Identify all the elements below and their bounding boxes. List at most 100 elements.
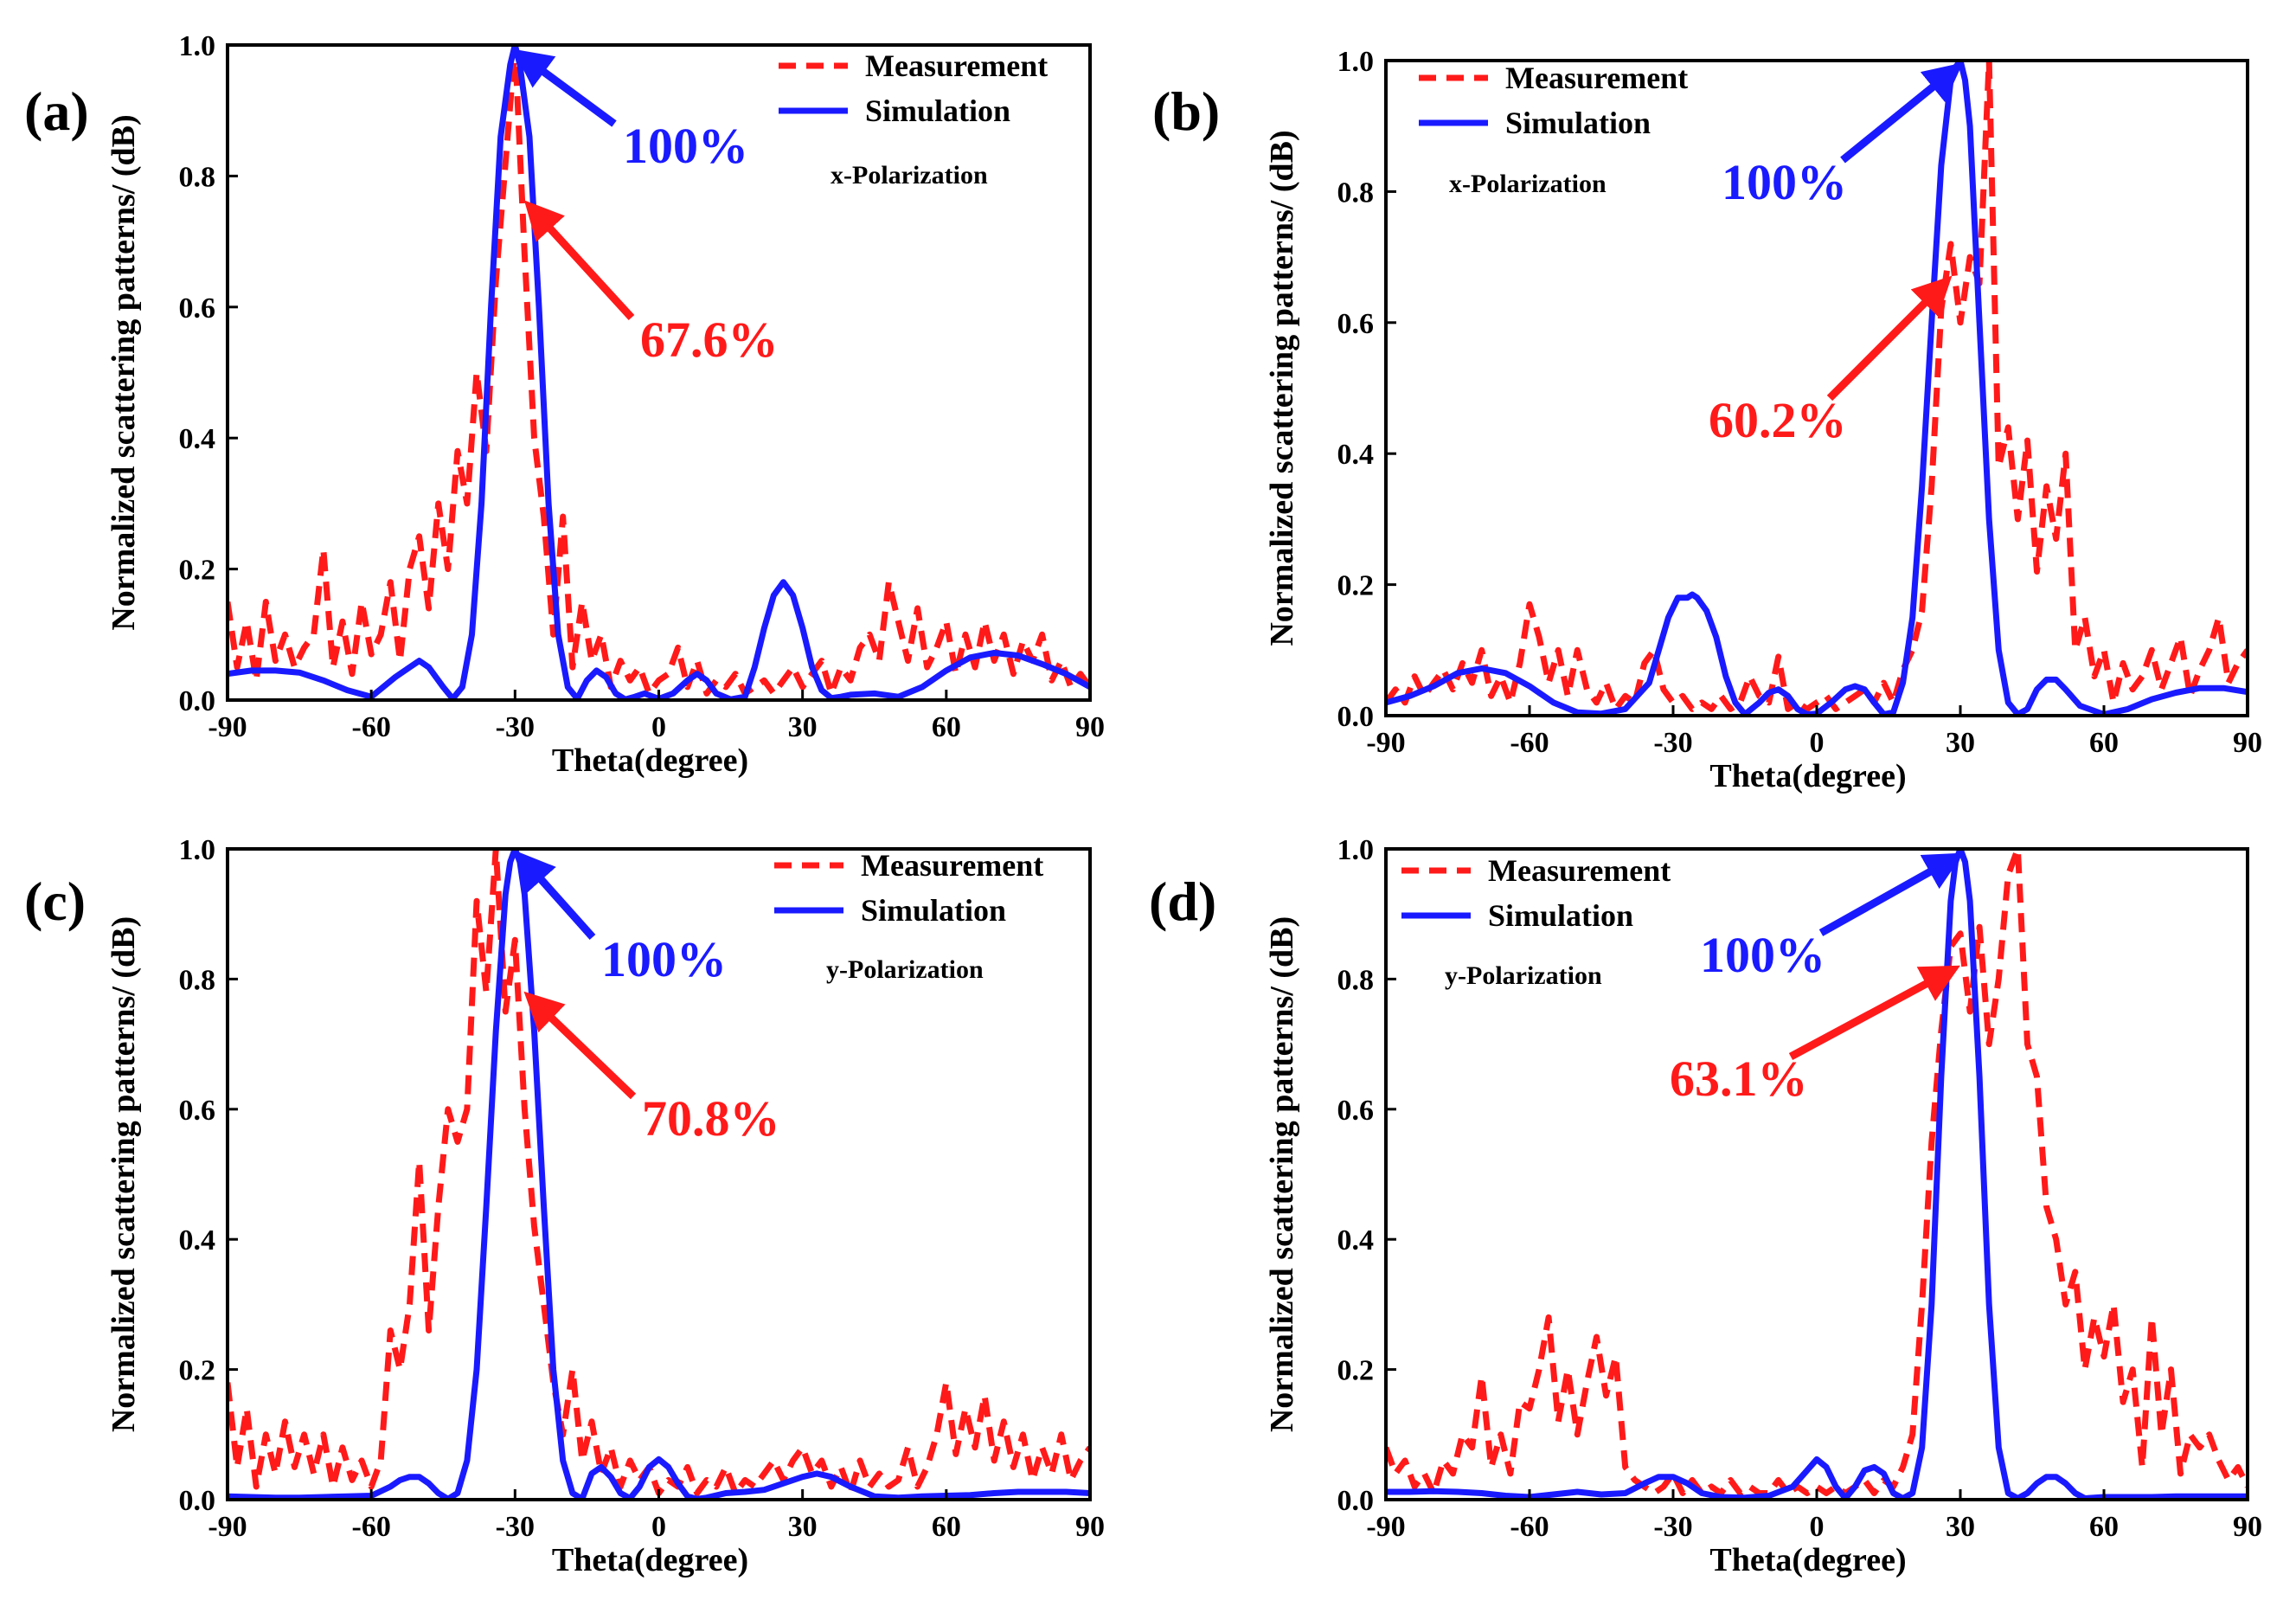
- x-axis-title: Theta(degree): [552, 742, 748, 779]
- x-tick-label: -60: [352, 1511, 391, 1543]
- y-axis-title: Normalized scattering patterns/ (dB): [106, 114, 142, 630]
- legend-measurement-label: Measurement: [865, 48, 1048, 83]
- legend: Measurement Simulation: [779, 48, 1048, 128]
- x-tick-label: 60: [2089, 1511, 2119, 1543]
- y-tick-label: 0.4: [1337, 1224, 1375, 1256]
- panel-c: -90 -60 -30 0 30 60 90 0.0 0.2 0.4 0.6 0.8 1.0 Theta(…: [24, 834, 1105, 1578]
- annotation-blue-label: 100%: [623, 118, 748, 174]
- simulation-line-panel-b: [1386, 59, 2248, 716]
- x-tick-label: 60: [2089, 727, 2119, 759]
- x-tick-label: 90: [2233, 727, 2262, 759]
- polarization-label: x-Polarization: [831, 161, 988, 190]
- x-tick-label: 0: [1810, 727, 1825, 759]
- x-tick-label: -60: [352, 711, 391, 743]
- annotation-arrow-red: [523, 991, 637, 1100]
- y-tick-label: 0.8: [1337, 964, 1375, 996]
- y-tick-label: 0.2: [1337, 1355, 1375, 1387]
- y-tick-label: 0.0: [179, 685, 216, 717]
- annotation-arrow-blue: [516, 851, 596, 940]
- x-tick-label: -30: [1653, 1511, 1692, 1543]
- y-tick-label: 0.6: [1337, 1095, 1375, 1127]
- y-tick-label: 1.0: [1337, 834, 1375, 866]
- panel-label: (a): [24, 80, 89, 142]
- x-tick-label: -60: [1510, 1511, 1549, 1543]
- legend-measurement-label: Measurement: [1488, 853, 1671, 888]
- x-axis-title: Theta(degree): [1709, 1542, 1906, 1578]
- annotation-arrow-red: [1826, 275, 1953, 402]
- annotation-red-label: 63.1%: [1670, 1051, 1808, 1107]
- x-tick-label: 90: [2233, 1511, 2262, 1543]
- y-tick-label: 0.0: [1337, 1485, 1375, 1517]
- y-tick-label: 0.6: [179, 1095, 216, 1127]
- legend-simulation-label: Simulation: [861, 893, 1006, 928]
- x-tick-label: -90: [1366, 1511, 1405, 1543]
- x-tick-label: 0: [651, 1511, 666, 1543]
- x-tick-label: -90: [208, 1511, 247, 1543]
- simulation-line-panel-c: [228, 847, 1090, 1500]
- x-tick-label: -30: [1653, 727, 1692, 759]
- x-tick-label: 60: [932, 711, 961, 743]
- panel-a: -90 -60 -30 0 30 60 90 0.0 0.2 0.4 0.6 0.8 1.0 Theta(…: [24, 30, 1105, 779]
- legend: Measurement Simulation: [1401, 853, 1671, 933]
- polarization-label: y-Polarization: [826, 955, 984, 984]
- annotation-blue-label: 100%: [601, 931, 727, 987]
- y-tick-label: 0.8: [1337, 177, 1375, 209]
- annotation-arrow-blue: [512, 48, 617, 127]
- y-tick-label: 0.4: [179, 423, 216, 455]
- legend-simulation-label: Simulation: [865, 93, 1010, 128]
- x-tick-label: -30: [496, 1511, 535, 1543]
- annotation-arrow-red: [523, 200, 635, 321]
- annotation-blue-label: 100%: [1700, 927, 1825, 983]
- annotation-red-label: 67.6%: [640, 312, 779, 368]
- x-tick-label: 60: [932, 1511, 961, 1543]
- y-tick-label: 0.2: [179, 555, 216, 587]
- y-tick-label: 1.0: [1337, 46, 1375, 78]
- legend: Measurement Simulation: [774, 848, 1043, 928]
- x-tick-label: 30: [1946, 727, 1975, 759]
- legend-measurement-label: Measurement: [861, 848, 1043, 883]
- panel-label: (c): [24, 871, 86, 932]
- x-axis-title: Theta(degree): [552, 1542, 748, 1578]
- y-tick-label: 0.6: [179, 292, 216, 325]
- y-tick-label: 0.2: [179, 1355, 216, 1387]
- x-tick-label: -90: [1366, 727, 1405, 759]
- measurement-line-panel-b: [1386, 59, 2248, 712]
- annotation-red-label: 70.8%: [642, 1090, 780, 1147]
- y-tick-label: 0.4: [1337, 439, 1375, 471]
- annotation-red-label: 60.2%: [1709, 392, 1847, 448]
- y-tick-label: 0.6: [1337, 308, 1375, 340]
- measurement-line-panel-d: [1386, 847, 2248, 1496]
- annotation-blue-label: 100%: [1722, 154, 1847, 210]
- x-tick-label: 30: [788, 711, 818, 743]
- legend-measurement-label: Measurement: [1505, 61, 1688, 95]
- x-tick-label: 0: [651, 711, 666, 743]
- legend-simulation-label: Simulation: [1505, 106, 1651, 140]
- annotation-arrow-blue: [1818, 852, 1964, 936]
- polarization-label: x-Polarization: [1449, 170, 1607, 198]
- y-tick-label: 0.8: [179, 964, 216, 996]
- x-tick-label: 30: [788, 1511, 818, 1543]
- panel-label: (b): [1152, 80, 1220, 142]
- x-tick-label: -90: [208, 711, 247, 743]
- simulation-line-panel-d: [1386, 847, 2248, 1500]
- y-tick-label: 0.0: [1337, 701, 1375, 733]
- panel-label: (d): [1149, 871, 1216, 932]
- polarization-label: y-Polarization: [1445, 961, 1602, 990]
- x-tick-label: 30: [1946, 1511, 1975, 1543]
- x-tick-label: 90: [1075, 711, 1105, 743]
- y-axis-title: Normalized scattering patterns/ (dB): [1264, 130, 1300, 646]
- x-tick-label: 0: [1810, 1511, 1825, 1543]
- x-tick-label: 90: [1075, 1511, 1105, 1543]
- x-axis-title: Theta(degree): [1709, 758, 1906, 794]
- panel-d: -90 -60 -30 0 30 60 90 0.0 0.2 0.4 0.6 0.8 1.0 Theta(…: [1149, 834, 2262, 1578]
- y-axis-title: Normalized scattering patterns/ (dB): [1264, 916, 1300, 1432]
- measurement-line-panel-a: [228, 43, 1090, 697]
- annotation-arrow-red: [1788, 965, 1960, 1060]
- legend-simulation-label: Simulation: [1488, 898, 1633, 933]
- y-tick-label: 0.0: [179, 1485, 216, 1517]
- y-tick-label: 0.2: [1337, 570, 1375, 602]
- x-tick-label: -60: [1510, 727, 1549, 759]
- y-axis-title: Normalized scattering patterns/ (dB): [106, 916, 142, 1432]
- x-tick-label: -30: [496, 711, 535, 743]
